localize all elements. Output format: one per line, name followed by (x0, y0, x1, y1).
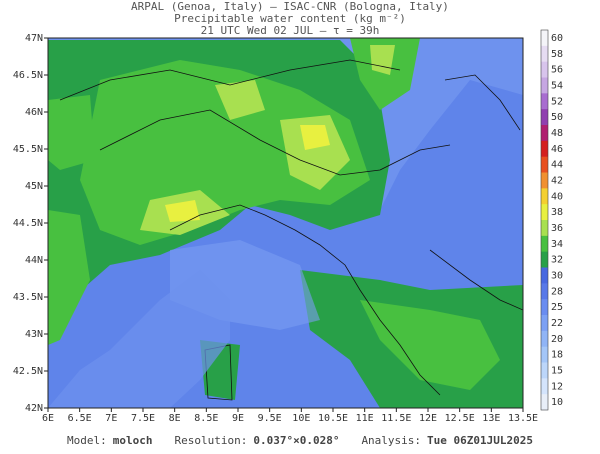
header-line: Precipitable water content (kg m⁻²) (174, 12, 406, 25)
header-line: ARPAL (Genoa, Italy) — ISAC-CNR (Bologna… (131, 0, 449, 13)
colorbar-swatch (541, 61, 548, 78)
colorbar-label: 50 (551, 112, 563, 123)
footer-label: Resolution: (174, 434, 247, 447)
colorbar-label: 54 (551, 80, 563, 91)
colorbar-swatch (541, 267, 548, 284)
colorbar-label: 60 (551, 33, 563, 44)
lon-label: 10.5E (318, 413, 348, 424)
header-line: 21 UTC Wed 02 JUL — τ = 39h (201, 24, 380, 37)
colorbar-swatch (541, 172, 548, 189)
map-field (48, 38, 523, 408)
lon-label: 12.5E (445, 413, 475, 424)
colorbar-swatch (541, 315, 548, 332)
colorbar-swatch (541, 235, 548, 253)
lat-label: 43N (25, 329, 43, 340)
lon-label: 11E (356, 413, 374, 424)
colorbar-label: 56 (551, 65, 563, 76)
lat-label: 45.5N (13, 144, 43, 155)
lat-label: 44.5N (13, 218, 43, 229)
colorbar-swatch (541, 125, 548, 142)
colorbar-label: 42 (551, 175, 563, 186)
colorbar-label: 12 (551, 381, 563, 392)
colorbar-label: 25 (551, 302, 563, 313)
colorbar-swatch (541, 346, 548, 363)
colorbar-label: 44 (551, 160, 563, 171)
colorbar-label: 36 (551, 223, 563, 234)
colorbar-label: 22 (551, 318, 563, 329)
lon-label: 6E (42, 413, 54, 424)
lat-label: 44N (25, 255, 43, 266)
lon-label: 9.5E (258, 413, 282, 424)
colorbar-swatch (541, 45, 548, 63)
footer-value: moloch (113, 434, 153, 447)
colorbar-label: 30 (551, 270, 563, 281)
footer-label: Model: (67, 434, 107, 447)
colorbar-swatch (541, 251, 548, 268)
lon-label: 7.5E (131, 413, 155, 424)
lon-label: 6.5E (68, 413, 92, 424)
colorbar-swatch (541, 220, 548, 237)
colorbar-label: 28 (551, 286, 563, 297)
colorbar-label: 40 (551, 191, 563, 202)
footer-value: 0.037°×0.028° (253, 434, 339, 447)
footer-line: Model: moloch Resolution: 0.037°×0.028° Anal… (67, 434, 533, 447)
colorbar-swatch (541, 330, 548, 348)
lon-label: 10E (292, 413, 310, 424)
footer-label: Analysis: (361, 434, 421, 447)
colorbar-swatch (541, 188, 548, 205)
lat-label: 43.5N (13, 292, 43, 303)
lon-label: 9E (232, 413, 244, 424)
lon-label: 12E (419, 413, 437, 424)
footer-value: Tue 06Z01JUL2025 (427, 434, 533, 447)
colorbar-swatch (541, 30, 548, 47)
colorbar-swatch (541, 109, 548, 126)
lat-label: 47N (25, 33, 43, 44)
lon-label: 13.5E (508, 413, 538, 424)
lon-label: 13E (482, 413, 500, 424)
colorbar-swatch (541, 299, 548, 316)
lon-label: 8E (169, 413, 181, 424)
colorbar-swatch (541, 362, 548, 379)
colorbar-swatch (541, 77, 548, 94)
lat-label: 46.5N (13, 70, 43, 81)
lon-label: 7E (105, 413, 117, 424)
colorbar-swatch (541, 140, 548, 158)
colorbar-label: 10 (551, 397, 563, 408)
lat-label: 42.5N (13, 366, 43, 377)
colorbar-swatch (541, 204, 548, 221)
lat-label: 45N (25, 181, 43, 192)
colorbar-label: 32 (551, 255, 563, 266)
colorbar-label: 48 (551, 128, 563, 139)
colorbar-label: 58 (551, 49, 563, 60)
lat-label: 46N (25, 107, 43, 118)
colorbar-swatch (541, 378, 548, 395)
lon-label: 11.5E (381, 413, 411, 424)
colorbar-swatch (541, 156, 548, 173)
colorbar-swatch (541, 93, 548, 110)
colorbar-swatch (541, 283, 548, 300)
colorbar-label: 34 (551, 239, 563, 250)
colorbar-label: 52 (551, 96, 563, 107)
lat-label: 42N (25, 403, 43, 414)
lon-label: 8.5E (194, 413, 218, 424)
header: ARPAL (Genoa, Italy) — ISAC-CNR (Bologna… (131, 0, 449, 37)
colorbar-label: 15 (551, 365, 563, 376)
colorbar-label: 38 (551, 207, 563, 218)
colorbar-label: 18 (551, 350, 563, 361)
map-axes: 47N 46.5N 46N 45.5N 45N 44.5N 44N 43.5N 43N 42.5N… (13, 33, 538, 424)
colorbar-frame (540, 29, 549, 411)
colorbar: 60 58 56 54 52 50 48 46 44 42 40 38 36 34 32 30 28 25 22 20… (540, 29, 563, 411)
colorbar-swatch (541, 394, 548, 411)
colorbar-label: 20 (551, 334, 563, 345)
footer: Model: moloch Resolution: 0.037°×0.028° Anal… (67, 434, 533, 447)
colorbar-label: 46 (551, 144, 563, 155)
